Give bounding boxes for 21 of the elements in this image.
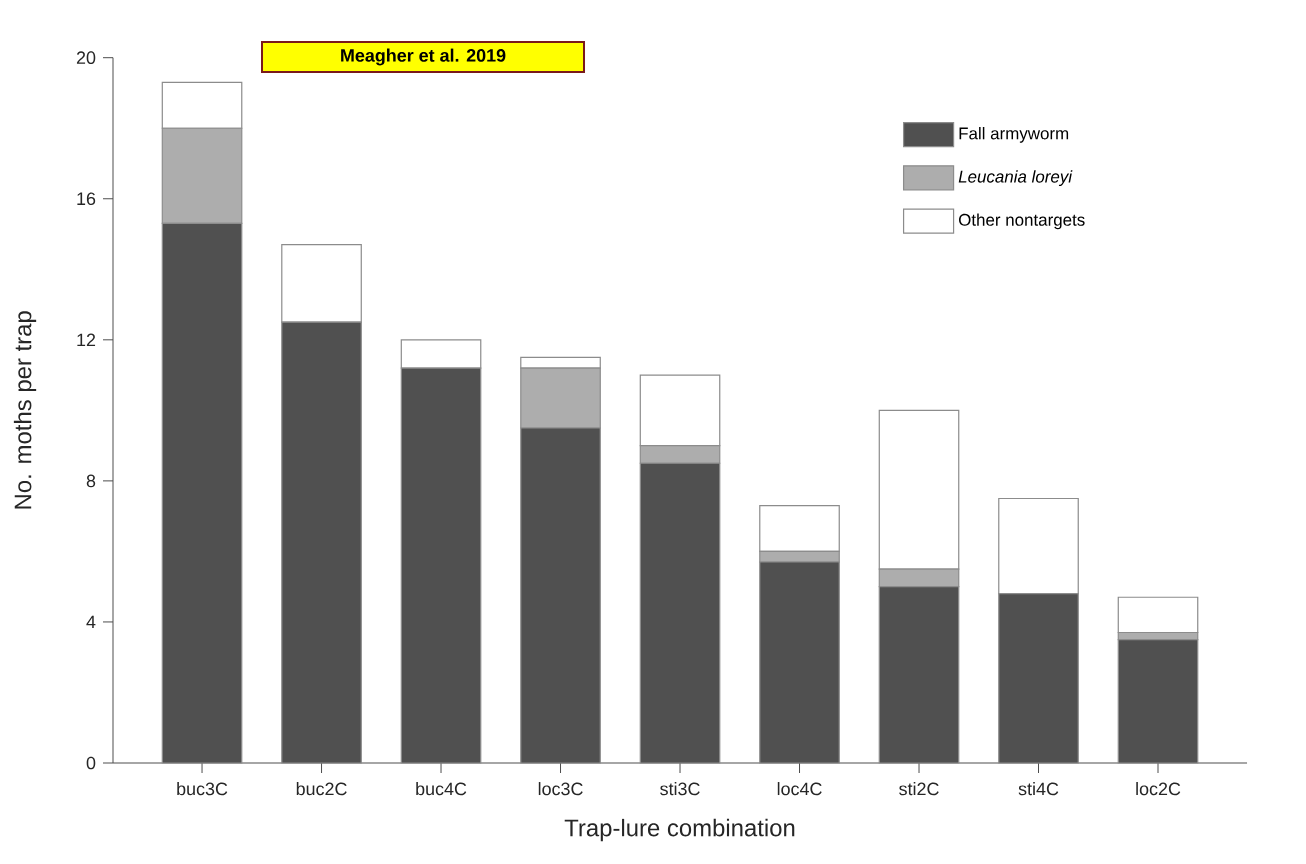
y-tick-label: 20: [76, 51, 96, 65]
y-tick-label: 8: [86, 474, 96, 488]
annotation: Meagher et al. 2019: [341, 48, 506, 66]
x-tick-label: buc3C: [177, 782, 228, 796]
x-tick-label: buc4C: [416, 782, 467, 796]
x-tick-label: sti4C: [1018, 782, 1059, 796]
x-tick-label: loc3C: [538, 782, 583, 796]
x-tick-label: sti2C: [899, 782, 939, 796]
x-tick-label: sti3C: [660, 782, 700, 796]
x-tick-label: buc2C: [296, 782, 347, 796]
legend-label: Fall armyworm: [959, 127, 1069, 143]
y-tick-label: 4: [86, 615, 96, 629]
legend-label: Other nontargets: [958, 213, 1085, 230]
y-tick-label: 16: [77, 192, 96, 206]
x-axis-title: Trap-lure combination: [564, 818, 795, 842]
legend-label: Leucania loreyi: [958, 170, 1073, 186]
y-axis-title: No. moths per trap: [13, 311, 37, 509]
y-tick-label: 0: [86, 756, 96, 770]
x-tick-label: loc2C: [1136, 782, 1181, 796]
y-tick-label: 12: [77, 333, 96, 347]
x-tick-label: loc4C: [777, 782, 822, 796]
